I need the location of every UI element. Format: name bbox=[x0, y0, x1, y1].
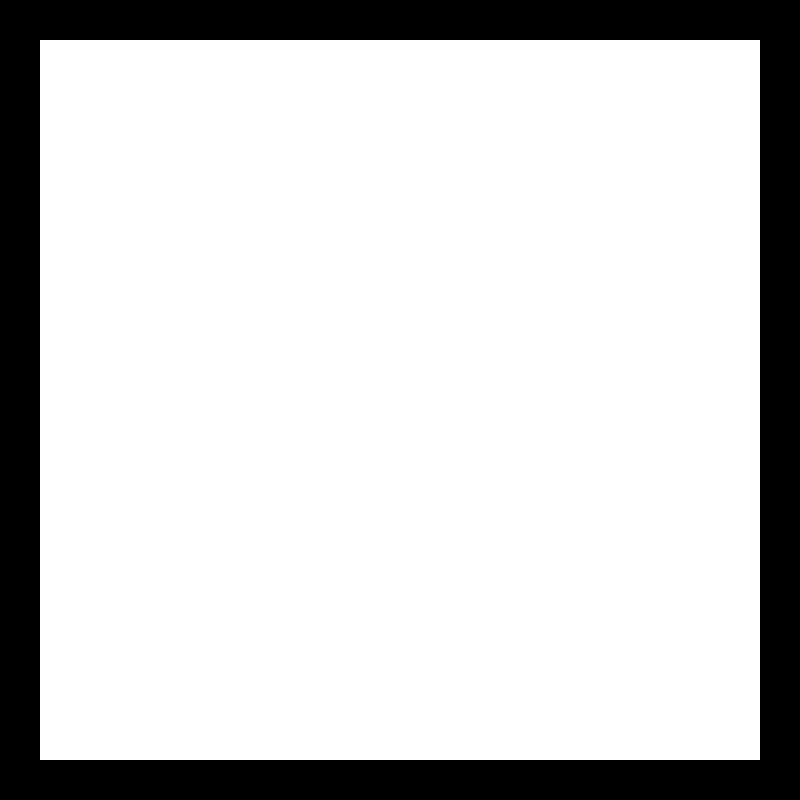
crosshair-overlay bbox=[40, 40, 340, 190]
plot-area bbox=[40, 40, 760, 760]
chart-container bbox=[0, 0, 800, 800]
